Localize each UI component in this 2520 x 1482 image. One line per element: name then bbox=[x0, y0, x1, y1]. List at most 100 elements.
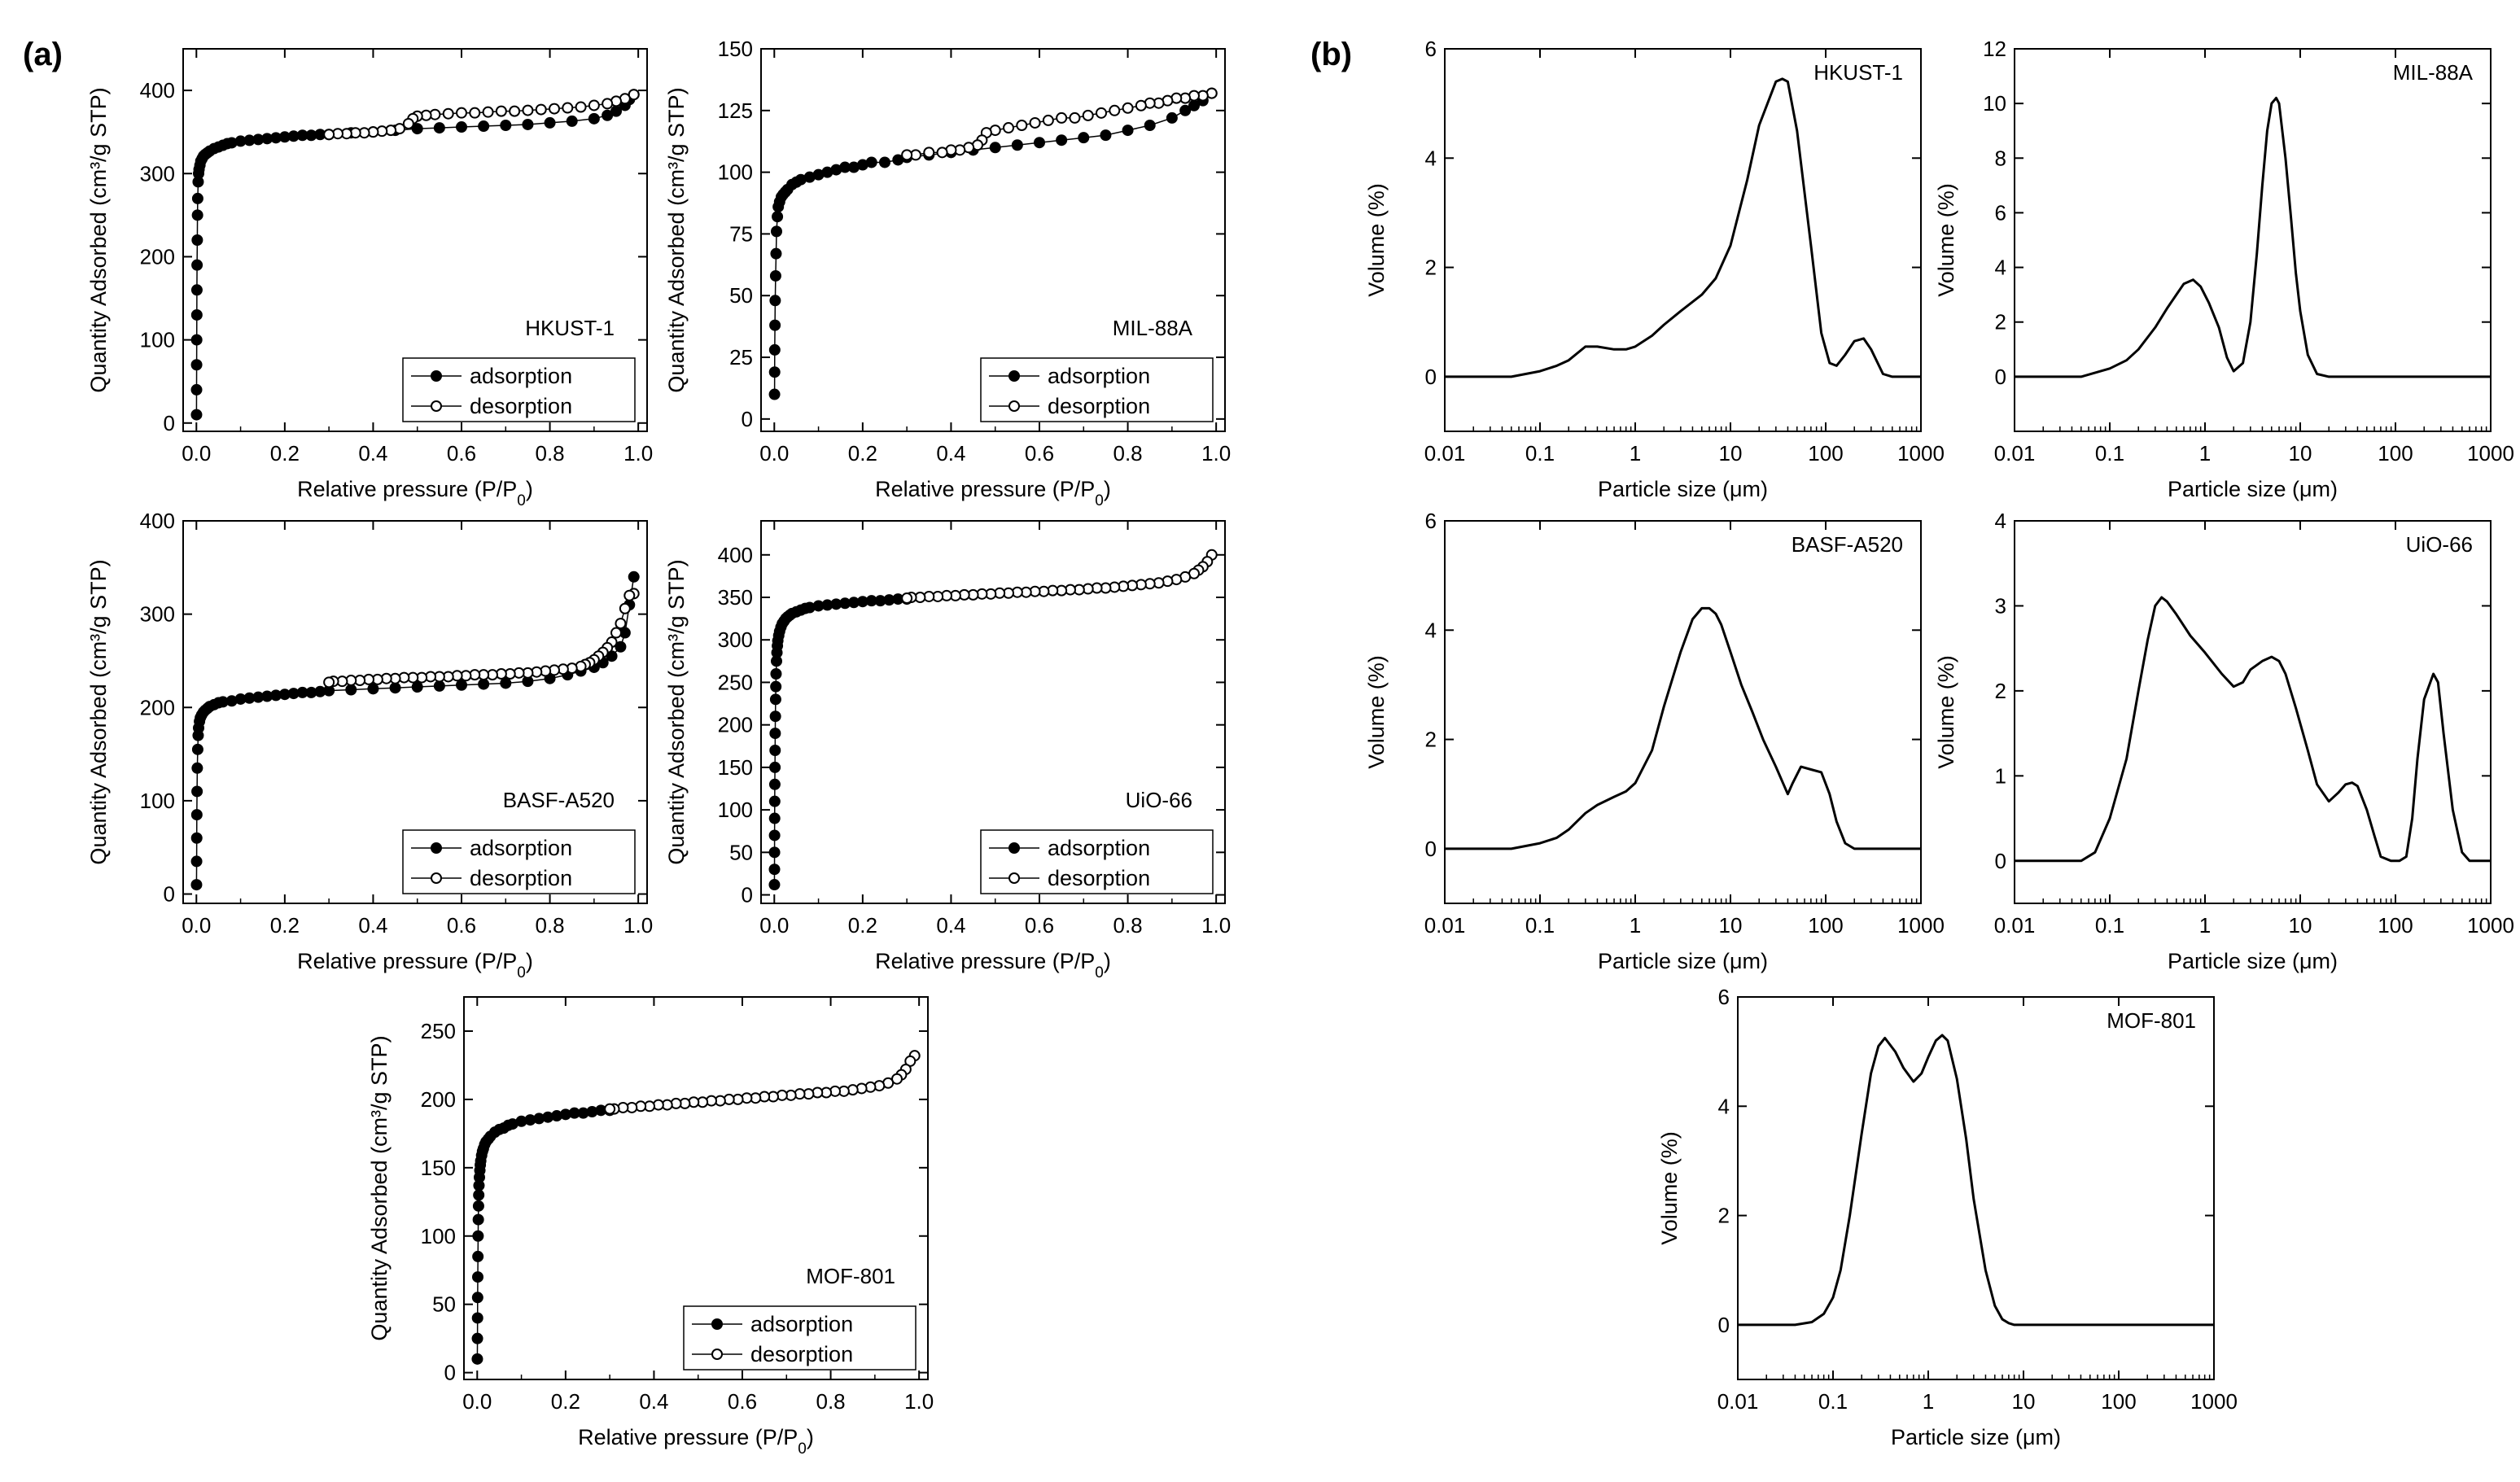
y-tick-label: 6 bbox=[1718, 985, 1730, 1009]
legend-marker bbox=[431, 842, 442, 854]
adsorption-point bbox=[472, 1200, 484, 1212]
y-axis-label: Quantity Adsorbed (cm³/g STP) bbox=[367, 1035, 392, 1340]
legend: adsorption desorption bbox=[683, 1305, 917, 1371]
sample-name: MOF-801 bbox=[2107, 1008, 2196, 1033]
adsorption-point bbox=[472, 1213, 484, 1226]
x-axis-label: Relative pressure (P/P0) bbox=[297, 949, 533, 981]
chart-iso-basf: 0.0 0.2 0.4 0.6 0.8 1.0 0 100 200 300 400 Relative … bbox=[86, 509, 653, 981]
x-axis-label: Relative pressure (P/P0) bbox=[578, 1425, 814, 1458]
x-tick-label: 0.4 bbox=[639, 1389, 668, 1414]
y-tick-label: 50 bbox=[729, 283, 753, 308]
adsorption-point bbox=[500, 120, 512, 131]
sample-name: UiO-66 bbox=[2406, 532, 2473, 557]
x-tick-label: 0.01 bbox=[1717, 1389, 1759, 1414]
adsorption-point bbox=[768, 863, 781, 876]
adsorption-point bbox=[769, 761, 781, 773]
y-tick-label: 200 bbox=[140, 244, 175, 269]
adsorption-point bbox=[471, 1312, 483, 1324]
x-tick-label: 0.0 bbox=[759, 441, 789, 466]
legend-label: desorption bbox=[470, 394, 572, 418]
x-tick-label: 100 bbox=[2378, 913, 2413, 938]
desorption-point bbox=[588, 99, 600, 111]
desorption-point bbox=[1135, 99, 1147, 111]
series-line bbox=[1445, 77, 1921, 378]
y-tick-label: 50 bbox=[729, 840, 753, 864]
y-tick-label: 2 bbox=[1995, 679, 2006, 703]
adsorption-point bbox=[771, 225, 782, 238]
x-tick-label: 0.1 bbox=[2095, 913, 2124, 938]
legend-label: adsorption bbox=[470, 836, 572, 860]
plot-frame bbox=[760, 520, 1226, 904]
plot-frame bbox=[182, 48, 648, 432]
legend-label: desorption bbox=[470, 866, 572, 890]
x-tick-label: 0.8 bbox=[1113, 913, 1142, 938]
adsorption-point bbox=[769, 710, 781, 723]
y-axis-label: Volume (%) bbox=[1364, 655, 1389, 769]
adsorption-point bbox=[190, 284, 203, 296]
x-tick-label: 0.0 bbox=[462, 1389, 492, 1414]
series-adsorption bbox=[190, 571, 640, 891]
x-axis-label: Particle size (μm) bbox=[2168, 477, 2338, 501]
panel-b-label: (b) bbox=[1310, 37, 1352, 72]
y-tick-label: 0 bbox=[164, 411, 175, 435]
chart-psd-uio66: 0.01 0.1 1 10 100 1000 0 1 2 3 4 Particle size (μm)… bbox=[1934, 509, 2514, 973]
x-tick-label: 1000 bbox=[2190, 1389, 2238, 1414]
x-tick-label: 0.01 bbox=[1424, 441, 1466, 466]
y-tick-label: 300 bbox=[140, 602, 175, 627]
y-tick-label: 4 bbox=[1425, 618, 1437, 642]
y-tick-label: 0 bbox=[1718, 1313, 1730, 1337]
y-tick-label: 3 bbox=[1995, 593, 2006, 618]
desorption-point bbox=[610, 627, 622, 639]
x-axis-label: Relative pressure (P/P0) bbox=[297, 477, 533, 509]
y-tick-label: 150 bbox=[421, 1156, 456, 1180]
desorption-point bbox=[623, 589, 636, 601]
adsorption-point bbox=[989, 142, 1001, 154]
y-tick-label: 150 bbox=[718, 37, 753, 61]
sample-name: HKUST-1 bbox=[1813, 60, 1903, 85]
adsorption-point bbox=[190, 308, 203, 321]
legend-box bbox=[402, 357, 636, 422]
adsorption-point bbox=[628, 571, 640, 583]
x-tick-label: 0.4 bbox=[358, 913, 387, 938]
x-tick-label: 0.0 bbox=[182, 913, 211, 938]
chart-psd-mil88a: 0.01 0.1 1 10 100 1000 0 2 4 6 8 10 12 Particle size … bbox=[1934, 37, 2514, 501]
desorption-point bbox=[1082, 109, 1094, 121]
x-axis-label: Relative pressure (P/P0) bbox=[875, 477, 1111, 509]
x-axis-label: Relative pressure (P/P0) bbox=[875, 949, 1111, 981]
sample-name: BASF-A520 bbox=[503, 788, 615, 812]
adsorption-point bbox=[768, 778, 781, 790]
adsorption-point bbox=[345, 684, 357, 696]
legend-marker bbox=[431, 370, 442, 382]
adsorption-point bbox=[879, 156, 890, 168]
y-axis-label: Quantity Adsorbed (cm³/g STP) bbox=[664, 87, 689, 392]
x-tick-label: 0.4 bbox=[936, 441, 965, 466]
x-tick-label: 1.0 bbox=[904, 1389, 934, 1414]
adsorption-point bbox=[769, 319, 781, 331]
desorption-point bbox=[1016, 120, 1028, 131]
desorption-point bbox=[602, 98, 614, 110]
y-tick-label: 150 bbox=[718, 755, 753, 780]
sample-name: MOF-801 bbox=[806, 1264, 895, 1288]
panel-a-label: (a) bbox=[23, 37, 63, 72]
legend-marker bbox=[1008, 872, 1020, 884]
x-axis-label: Particle size (μm) bbox=[1598, 477, 1768, 501]
adsorption-point bbox=[768, 795, 781, 807]
x-tick-label: 1000 bbox=[1897, 441, 1945, 466]
adsorption-point bbox=[473, 1189, 485, 1201]
series-desorption bbox=[901, 87, 1218, 161]
y-tick-label: 400 bbox=[140, 78, 175, 103]
y-tick-label: 4 bbox=[1995, 256, 2006, 280]
adsorption-point bbox=[768, 846, 781, 859]
y-axis-label: Volume (%) bbox=[1364, 183, 1389, 297]
adsorption-point bbox=[411, 123, 423, 135]
x-tick-label: 1.0 bbox=[1201, 913, 1231, 938]
y-tick-label: 6 bbox=[1425, 509, 1437, 533]
adsorption-point bbox=[472, 1250, 484, 1262]
y-tick-label: 75 bbox=[729, 221, 753, 246]
y-tick-label: 4 bbox=[1995, 509, 2006, 533]
chart-psd-basf: 0.01 0.1 1 10 100 1000 0 2 4 6 Particle size (μm) V… bbox=[1364, 509, 1945, 973]
desorption-point bbox=[575, 101, 587, 113]
desorption-point bbox=[1056, 111, 1068, 124]
y-tick-label: 0 bbox=[1995, 849, 2006, 873]
